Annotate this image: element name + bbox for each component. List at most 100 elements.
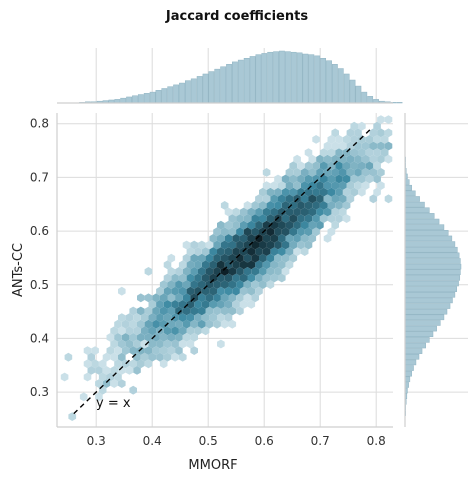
hexbin-cell — [190, 267, 198, 276]
hexbin-cell — [156, 339, 164, 349]
hexbin-cell — [171, 352, 179, 362]
hexbin-cell — [209, 286, 217, 296]
hexbin-cell — [278, 260, 286, 270]
top-hist-bar — [302, 53, 309, 104]
top-hist-bar — [243, 58, 250, 104]
hexbin-cell — [319, 187, 328, 197]
hexbin-cell — [152, 306, 160, 316]
right-marginal-histogram — [404, 113, 468, 427]
right-hist-bar — [404, 207, 430, 214]
hexbin-cell — [243, 227, 252, 237]
hexbin-cell — [281, 214, 290, 223]
hexbin-cell — [213, 227, 221, 237]
hexbin-cell — [171, 313, 179, 322]
hexbin-cell — [281, 227, 290, 237]
hexbin-cell — [175, 319, 183, 329]
hexbin-cell — [243, 214, 252, 223]
hexbin-cell — [339, 194, 347, 204]
hexbin-cell — [167, 267, 176, 276]
hexbin-cell — [110, 379, 118, 388]
hexbin-cell — [270, 234, 278, 243]
top-hist-bar — [267, 51, 274, 104]
hexbin-cell — [243, 280, 252, 289]
hexbin-cell — [140, 326, 149, 336]
hexbin-cell — [255, 273, 263, 283]
hexbin-cell — [278, 273, 286, 283]
hexbin-cell — [247, 300, 256, 309]
hexbin-cell — [266, 201, 275, 210]
hexbin-cell — [247, 220, 256, 230]
hexbin-cell — [293, 234, 301, 243]
hexbin-cell — [129, 333, 137, 342]
x-tick-label: 0.5 — [199, 434, 218, 448]
hexbin-cell — [60, 372, 69, 382]
hexbin-cell — [232, 247, 240, 256]
hexbin-cell — [377, 181, 385, 190]
hexbin-cell — [159, 293, 168, 303]
hexbin-cell — [186, 326, 195, 336]
hexbin-cell — [239, 220, 248, 230]
top-hist-bar — [126, 96, 132, 104]
y-tick-label: 0.4 — [30, 331, 49, 345]
hexbin-cell — [163, 339, 172, 349]
hexbin-cell — [224, 247, 233, 256]
hexbin-cell — [354, 154, 362, 164]
hexbin-cell — [156, 300, 164, 309]
hexbin-cell — [293, 207, 301, 217]
hexbin-cell — [110, 352, 118, 362]
hexbin-cell — [274, 201, 282, 210]
hexbin-cell — [232, 300, 240, 309]
hexbin-cell — [232, 207, 240, 217]
hexbin-cell — [163, 300, 172, 309]
hexbin-cell — [255, 260, 263, 270]
hexbin-cell — [312, 187, 320, 197]
hexbin-cell — [266, 227, 275, 237]
right-hist-bar — [404, 269, 461, 276]
y-tick-label: 0.5 — [30, 278, 49, 292]
hexbin-cell — [217, 339, 225, 349]
right-hist-bar — [404, 241, 456, 247]
hexbin-cell — [205, 293, 214, 303]
hexbin-cell — [281, 201, 290, 210]
hexbin-cell — [304, 187, 313, 197]
hexbin-cell — [300, 247, 309, 256]
hexbin-cell — [331, 168, 339, 177]
top-hist-bar — [220, 66, 227, 104]
hexbin-cell — [228, 267, 237, 276]
hexbin-cell — [114, 319, 122, 329]
hexbin-cell — [304, 174, 313, 184]
right-hist-bar — [404, 365, 414, 371]
hexbin-cell — [137, 306, 145, 316]
hexbin-cell — [308, 234, 317, 243]
hexbin-cell — [380, 135, 389, 144]
hexbin-cell — [118, 352, 126, 362]
hexbin-cell — [243, 267, 252, 276]
hexbin-cell — [232, 286, 240, 296]
hexbin-cell — [247, 207, 256, 217]
y-axis-label: ANTs-CC — [11, 243, 26, 297]
hexbin-cell — [335, 214, 343, 223]
hexbin-cell — [300, 207, 309, 217]
top-hist-bar — [173, 84, 180, 104]
hexbin-cell — [270, 207, 278, 217]
hexbin-cell — [198, 306, 206, 316]
hexbin-cell — [316, 181, 324, 190]
hexbin-cell — [358, 135, 366, 144]
hexbin-cell — [175, 267, 183, 276]
top-hist-bar — [167, 86, 174, 104]
hexbin-cell — [190, 240, 198, 250]
hexbin-cell — [114, 333, 122, 342]
top-hist-bar — [143, 93, 150, 104]
hexbin-cell — [121, 333, 130, 342]
hexbin-cell — [163, 352, 172, 362]
hexbin-cell — [255, 207, 263, 217]
right-hist-bar — [404, 286, 457, 292]
hexbin-cell — [270, 260, 278, 270]
hexbin-cell — [224, 273, 233, 283]
hexbin-cell — [87, 366, 96, 375]
hexbin-cell — [114, 346, 122, 355]
hexbin-cell — [304, 148, 313, 157]
hexbin-cell — [213, 306, 221, 316]
hexbin-cell — [247, 286, 256, 296]
